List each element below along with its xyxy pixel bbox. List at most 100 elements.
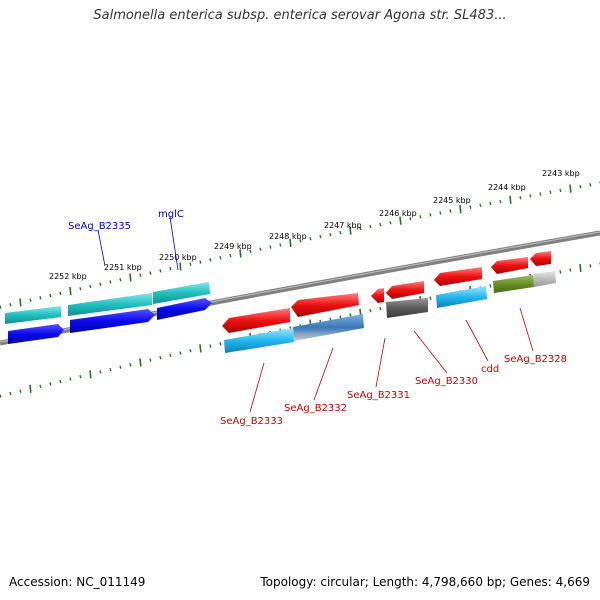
inner-ring-major-tick: [579, 263, 582, 273]
leader-seag-b2333: [249, 362, 265, 413]
inner-ring-minor-tick: [39, 384, 42, 389]
inner-ring-minor-tick: [489, 284, 492, 288]
outer-ring-minor-tick: [559, 188, 562, 193]
feature-dark-gray-1[interactable]: [386, 298, 428, 318]
leader-seag-b2328: [519, 307, 534, 352]
feature-teal-2[interactable]: [68, 293, 152, 316]
outer-ring-major-tick: [289, 238, 292, 247]
outer-ring-minor-tick: [449, 209, 452, 213]
feature-red-4[interactable]: [386, 281, 424, 299]
gene-label-seag-b2330[interactable]: SeAg_B2330: [415, 376, 478, 387]
feature-red-5[interactable]: [434, 267, 482, 286]
leader-seag-b2330: [413, 330, 448, 374]
outer-ring-minor-tick: [439, 211, 442, 215]
gene-label-seag-b2333[interactable]: SeAg_B2333: [220, 416, 283, 427]
outer-ring-major-tick: [569, 184, 572, 193]
inner-ring-minor-tick: [219, 342, 222, 346]
feature-red-1[interactable]: [222, 308, 290, 333]
outer-ring-minor-tick: [49, 293, 52, 298]
inner-ring-minor-tick: [69, 377, 72, 381]
outer-ring-major-tick: [239, 249, 242, 258]
inner-ring-minor-tick: [349, 313, 352, 317]
inner-ring-minor-tick: [179, 351, 182, 355]
inner-ring-minor-tick: [159, 355, 162, 360]
outer-ring-major-tick: [509, 195, 512, 204]
outer-ring-minor-tick: [109, 280, 112, 284]
inner-ring-minor-tick: [49, 382, 52, 386]
feature-red-3[interactable]: [371, 288, 384, 303]
outer-ring-minor-tick: [29, 298, 32, 302]
feature-olive-1[interactable]: [493, 275, 534, 293]
feature-cyan-2[interactable]: [436, 286, 487, 308]
feature-gray-1[interactable]: [533, 271, 556, 287]
outer-ring-minor-tick: [589, 183, 592, 187]
outer-ring-minor-tick: [169, 266, 172, 271]
outer-ring-minor-tick: [149, 271, 152, 275]
outer-ring-minor-tick: [309, 237, 312, 241]
outer-ring-minor-tick: [429, 213, 432, 217]
inner-ring-major-tick: [199, 344, 202, 353]
feature-blue-1[interactable]: [8, 324, 64, 344]
outer-ring-minor-tick: [259, 247, 262, 251]
inner-ring-minor-tick: [59, 379, 62, 384]
feature-red-6[interactable]: [491, 257, 528, 274]
map-title: Salmonella enterica subsp. enterica sero…: [93, 8, 507, 23]
inner-ring-minor-tick: [369, 308, 372, 313]
inner-ring-minor-tick: [79, 375, 82, 379]
inner-ring-minor-tick: [0, 394, 2, 398]
tick-label-2252: 2252 kbp: [49, 272, 87, 281]
outer-ring-minor-tick: [59, 291, 62, 295]
tick-label-2248: 2248 kbp: [269, 232, 307, 241]
outer-ring-major-tick: [349, 226, 352, 235]
inner-ring-minor-tick: [169, 353, 172, 358]
outer-ring-minor-tick: [219, 256, 222, 260]
feature-cyan-1[interactable]: [224, 328, 294, 353]
gene-label-seag-b2335[interactable]: SeAg_B2335: [68, 221, 131, 232]
leader-seag-b2332: [313, 347, 334, 401]
outer-ring-minor-tick: [39, 296, 42, 300]
outer-ring-minor-tick: [329, 232, 332, 237]
feature-teal-3[interactable]: [153, 282, 210, 304]
outer-ring-minor-tick: [409, 217, 412, 221]
accession-text: Accession: NC_011149: [9, 575, 146, 589]
reverse-strand-features: [222, 251, 556, 353]
gene-label-cdd[interactable]: cdd: [481, 364, 499, 375]
outer-ring-minor-tick: [549, 190, 552, 194]
leader-mglc: [169, 216, 179, 271]
outer-ring-minor-tick: [279, 243, 282, 247]
leader-cdd: [465, 319, 489, 362]
inner-ring-major-tick: [89, 370, 92, 379]
inner-ring-minor-tick: [379, 306, 382, 311]
outer-ring-minor-tick: [379, 222, 382, 227]
outer-ring-minor-tick: [119, 278, 122, 282]
tick-label-2245: 2245 kbp: [433, 196, 471, 205]
outer-ring-minor-tick: [479, 203, 482, 208]
feature-teal-1[interactable]: [5, 306, 61, 324]
outer-ring-minor-tick: [199, 260, 202, 264]
inner-ring-minor-tick: [589, 264, 592, 268]
outer-ring-minor-tick: [299, 239, 302, 243]
inner-ring-minor-tick: [429, 296, 432, 300]
tick-label-2243: 2243 kbp: [542, 169, 580, 178]
gene-label-mglc[interactable]: mglC: [158, 209, 184, 220]
gene-label-seag-b2331[interactable]: SeAg_B2331: [347, 390, 410, 401]
inner-ring-minor-tick: [189, 348, 192, 353]
inner-ring-minor-tick: [99, 370, 102, 374]
outer-ring-minor-tick: [419, 215, 422, 219]
outer-ring-minor-tick: [489, 201, 492, 206]
outer-ring-minor-tick: [99, 282, 102, 286]
feature-blue-3[interactable]: [157, 298, 212, 320]
feature-red-7[interactable]: [530, 251, 551, 266]
gene-label-seag-b2328[interactable]: SeAg_B2328: [504, 354, 567, 365]
outer-ring-minor-tick: [79, 287, 82, 291]
outer-ring-minor-tick: [189, 262, 192, 266]
feature-blue-2[interactable]: [70, 309, 155, 333]
outer-ring-minor-tick: [89, 284, 92, 289]
inner-ring-minor-tick: [129, 363, 132, 367]
feature-red-2[interactable]: [291, 293, 359, 317]
gene-label-seag-b2332[interactable]: SeAg_B2332: [284, 403, 347, 414]
feature-steel-1[interactable]: [293, 314, 364, 341]
outer-ring-minor-tick: [249, 249, 252, 253]
outer-ring-minor-tick: [369, 224, 372, 229]
